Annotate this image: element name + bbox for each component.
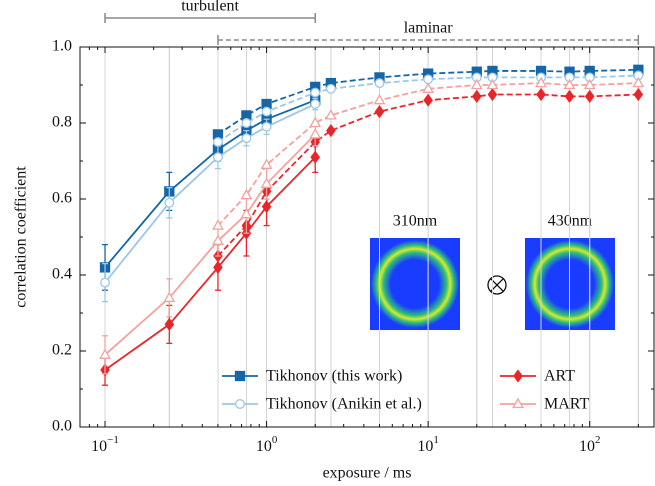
marker xyxy=(423,74,434,85)
y-tick-label: 0.0 xyxy=(52,418,72,435)
annotation: laminar xyxy=(404,20,454,37)
marker xyxy=(163,291,176,302)
x-tick-base: 10 xyxy=(417,438,433,455)
marker xyxy=(564,89,575,104)
inset-label: 430nm xyxy=(548,213,593,230)
marker xyxy=(584,89,595,104)
x-tick-base: 10 xyxy=(256,438,272,455)
y-tick-label: 0.2 xyxy=(52,342,72,359)
x-tick-base: 10 xyxy=(579,438,595,455)
inset-ring xyxy=(371,240,459,328)
series-line xyxy=(104,99,316,268)
marker xyxy=(324,109,337,120)
marker xyxy=(100,277,110,288)
marker xyxy=(261,106,272,117)
x-tick-label: 101 xyxy=(417,434,439,455)
y-axis-label: correlation coefficient xyxy=(13,166,30,308)
x-tick-exponent: 0 xyxy=(272,434,278,446)
marker xyxy=(213,152,223,163)
x-tick-label: 10−1 xyxy=(91,434,119,455)
inset: 310nm 430nm xyxy=(370,213,615,330)
marker xyxy=(374,78,385,89)
marker xyxy=(240,188,253,200)
marker xyxy=(326,123,336,138)
x-tick-label: 102 xyxy=(579,434,601,455)
inset-ring xyxy=(526,240,614,328)
marker xyxy=(260,177,273,188)
marker xyxy=(241,133,252,144)
marker xyxy=(212,219,224,230)
x-axis-label: exposure / ms xyxy=(323,465,412,482)
marker xyxy=(486,78,499,90)
marker xyxy=(241,118,252,128)
marker xyxy=(240,207,253,219)
marker xyxy=(260,158,273,169)
marker xyxy=(310,99,321,109)
marker xyxy=(487,87,498,102)
x-tick-exponent: −1 xyxy=(107,434,119,446)
annotation: turbulent xyxy=(181,0,239,15)
legend-label: MART xyxy=(544,396,589,413)
legend-label: Tikhonov (this work) xyxy=(266,368,402,385)
marker xyxy=(470,78,483,90)
x-tick-base: 10 xyxy=(91,438,107,455)
x-tick-exponent: 1 xyxy=(433,434,439,446)
marker xyxy=(213,260,223,275)
legend-marker xyxy=(234,370,246,382)
series-line xyxy=(104,103,316,284)
legend-marker xyxy=(235,399,245,409)
legend-marker xyxy=(512,397,524,409)
y-tick-label: 0.4 xyxy=(52,266,72,283)
marker xyxy=(423,93,433,107)
marker xyxy=(261,121,272,132)
y-tick-label: 0.6 xyxy=(52,190,72,207)
x-tick-label: 100 xyxy=(256,434,278,455)
marker xyxy=(310,87,321,98)
legend-label: ART xyxy=(544,368,575,385)
legend-label: Tikhonov (Anikin et al.) xyxy=(266,396,422,413)
series-line xyxy=(104,156,316,371)
marker xyxy=(164,317,175,332)
marker xyxy=(213,137,223,147)
otimes xyxy=(487,275,507,295)
y-tick-label: 1.0 xyxy=(52,38,72,55)
marker xyxy=(632,76,645,88)
marker xyxy=(309,116,322,128)
marker xyxy=(583,78,596,90)
marker xyxy=(633,87,644,102)
legend-marker xyxy=(513,369,523,383)
marker xyxy=(212,234,224,245)
marker xyxy=(535,76,547,88)
series-line xyxy=(104,133,316,356)
marker xyxy=(309,128,322,139)
marker xyxy=(536,87,546,102)
marker xyxy=(325,83,336,94)
marker xyxy=(310,150,321,164)
marker xyxy=(373,93,386,105)
marker xyxy=(471,89,482,104)
marker xyxy=(422,82,435,93)
marker xyxy=(261,199,272,214)
marker xyxy=(563,78,576,90)
y-tick-label: 0.8 xyxy=(52,114,72,131)
marker xyxy=(374,104,385,119)
x-tick-exponent: 2 xyxy=(595,434,601,446)
marker xyxy=(99,348,111,359)
inset-label: 310nm xyxy=(393,213,438,230)
marker xyxy=(164,197,175,208)
